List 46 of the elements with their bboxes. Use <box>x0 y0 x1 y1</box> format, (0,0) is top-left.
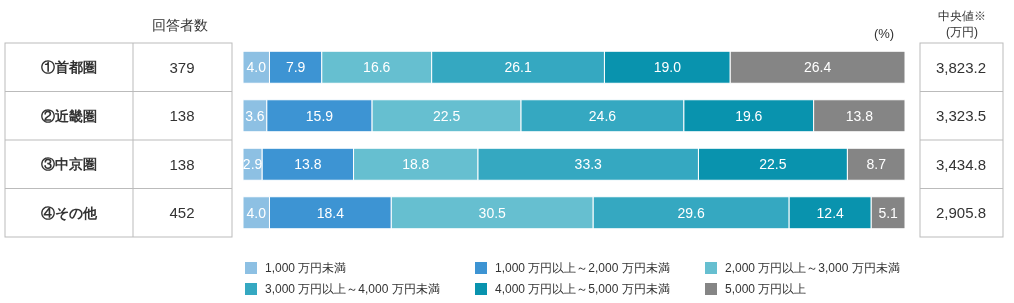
data-label: 26.4 <box>803 59 832 76</box>
data-label: 12.4 <box>816 204 845 221</box>
text: 138 <box>169 107 195 125</box>
data-label: 22.5 <box>432 107 461 124</box>
data-label: 16.6 <box>363 59 391 76</box>
text: 3,434.8 <box>935 155 987 173</box>
legend-label: 4,000 万円以上～5,000 万円未満 <box>495 282 670 296</box>
data-label: 18.4 <box>316 204 345 221</box>
y-tick-label: ②近畿圏 <box>41 107 97 124</box>
data-label: 33.3 <box>574 156 603 173</box>
data-label: 3.6 <box>245 107 265 124</box>
text: (万円) <box>946 25 978 39</box>
text: 138 <box>169 155 195 173</box>
data-label: 7.9 <box>285 59 306 76</box>
text: 回答者数 <box>152 17 208 33</box>
text: 中央値※ <box>938 9 986 23</box>
data-label: 15.9 <box>305 107 334 124</box>
legend-label: 1,000 万円未満 <box>265 261 347 275</box>
data-label: 19.0 <box>653 59 682 76</box>
data-label: 19.6 <box>735 107 763 124</box>
text: 3,323.5 <box>935 107 987 125</box>
data-label: 8.7 <box>866 156 887 173</box>
text: (%) <box>873 25 895 41</box>
data-label: 26.1 <box>504 59 532 76</box>
data-label: 2.9 <box>242 156 263 173</box>
data-label: 13.8 <box>294 156 322 173</box>
data-label: 5.1 <box>878 204 899 221</box>
data-label: 22.5 <box>759 156 787 173</box>
data-label: 4.0 <box>246 204 267 221</box>
data-label: 24.6 <box>588 107 617 124</box>
data-label: 18.8 <box>402 156 430 173</box>
legend-label: 3,000 万円以上～4,000 万円未満 <box>265 282 440 296</box>
text: 3,823.2 <box>935 58 987 76</box>
data-label: 13.8 <box>845 107 874 124</box>
text: 452 <box>169 204 195 222</box>
data-label: 29.6 <box>677 204 706 221</box>
data-label: 4.0 <box>246 59 267 76</box>
y-tick-label: ③中京圏 <box>41 156 97 173</box>
legend-label: 2,000 万円以上～3,000 万円未満 <box>725 261 900 275</box>
legend-label: 5,000 万円以上 <box>725 282 807 296</box>
data-label: 30.5 <box>478 204 507 221</box>
y-tick-label: ④その他 <box>41 204 98 221</box>
text: 2,905.8 <box>935 204 987 222</box>
text: 379 <box>169 58 195 76</box>
y-tick-label: ①首都圏 <box>41 59 97 76</box>
legend-label: 1,000 万円以上～2,000 万円未満 <box>495 261 670 275</box>
